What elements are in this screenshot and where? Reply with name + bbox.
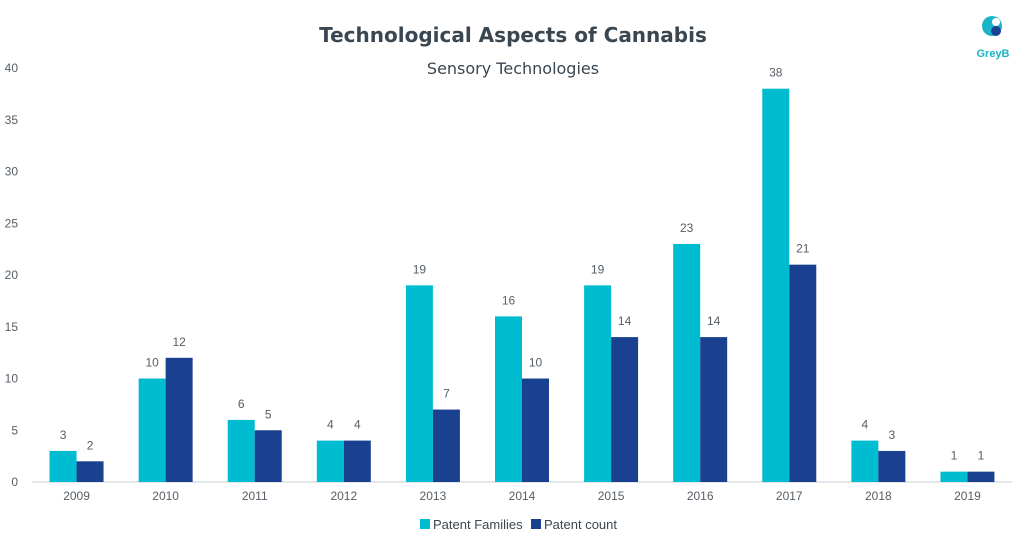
bar-patent-families[interactable] <box>940 471 968 482</box>
x-tick-label: 2019 <box>954 489 981 503</box>
bar-patent-families[interactable] <box>495 316 522 482</box>
data-label: 14 <box>707 314 721 328</box>
data-label: 19 <box>591 262 605 276</box>
logo-mark-accent-icon <box>991 26 1001 36</box>
bar-patent-count[interactable] <box>76 461 104 482</box>
x-tick-label: 2017 <box>776 489 803 503</box>
y-tick-label: 20 <box>5 268 19 282</box>
x-tick-label: 2010 <box>152 489 179 503</box>
legend-label: Patent count <box>544 517 617 532</box>
bar-patent-families[interactable] <box>49 450 77 482</box>
bar-patent-count[interactable] <box>343 440 371 482</box>
x-tick-label: 2016 <box>687 489 714 503</box>
y-axis: 0 5 10 15 20 25 30 35 40 <box>5 61 19 489</box>
bar-patent-count[interactable] <box>522 378 549 483</box>
bar-patent-families[interactable] <box>762 88 790 482</box>
x-tick-label: 2009 <box>63 489 90 503</box>
bar-patent-count[interactable] <box>254 430 282 482</box>
data-label: 4 <box>327 418 334 432</box>
data-label: 3 <box>60 428 67 442</box>
data-label: 5 <box>265 407 272 421</box>
data-label: 2 <box>87 438 94 452</box>
bar-patent-families[interactable] <box>138 378 166 483</box>
data-label: 4 <box>862 418 869 432</box>
x-tick-label: 2013 <box>420 489 447 503</box>
data-label: 38 <box>769 66 783 80</box>
bar-patent-families[interactable] <box>851 440 879 482</box>
y-tick-label: 5 <box>11 423 18 437</box>
x-tick-label: 2012 <box>330 489 357 503</box>
data-label: 1 <box>951 449 958 463</box>
x-tick-label: 2014 <box>509 489 536 503</box>
data-label: 12 <box>172 335 186 349</box>
bar-patent-families[interactable] <box>316 440 344 482</box>
x-tick-label: 2018 <box>865 489 892 503</box>
chart-subtitle: Sensory Technologies <box>427 59 599 78</box>
legend: Patent Families Patent count <box>420 517 617 532</box>
bar-patent-families[interactable] <box>227 419 255 482</box>
data-label: 16 <box>502 293 516 307</box>
data-label: 10 <box>145 356 159 370</box>
data-label: 6 <box>238 397 245 411</box>
chart-title: Technological Aspects of Cannabis <box>319 23 707 47</box>
x-tick-label: 2011 <box>242 489 268 503</box>
data-label: 4 <box>354 418 361 432</box>
bar-patent-count[interactable] <box>432 409 460 482</box>
bar-patent-count[interactable] <box>967 471 995 482</box>
bar-patent-families[interactable] <box>405 285 433 482</box>
y-tick-label: 40 <box>5 61 19 75</box>
legend-swatch <box>531 519 541 529</box>
data-label: 23 <box>680 221 694 235</box>
data-label: 1 <box>978 449 985 463</box>
bar-patent-families[interactable] <box>584 285 612 482</box>
x-axis: 2009 2010 2011 2012 2013 2014 2015 2016 2017 2018… <box>32 481 1012 503</box>
y-tick-label: 35 <box>5 113 19 127</box>
y-tick-label: 15 <box>5 320 19 334</box>
data-label: 7 <box>443 387 450 401</box>
legend-label: Patent Families <box>433 517 523 532</box>
bar-patent-count[interactable] <box>789 264 817 482</box>
data-label: 3 <box>889 428 896 442</box>
x-tick-label: 2015 <box>598 489 625 503</box>
data-label: 10 <box>529 356 543 370</box>
y-tick-label: 30 <box>5 165 19 179</box>
legend-swatch <box>420 519 430 529</box>
bar-patent-families[interactable] <box>673 243 701 482</box>
y-tick-label: 25 <box>5 216 19 230</box>
bar-patent-count[interactable] <box>165 357 193 482</box>
data-label: 14 <box>618 314 632 328</box>
logo-text: GreyB <box>976 48 1009 60</box>
bar-patent-count[interactable] <box>611 337 639 482</box>
greyb-logo: GreyB <box>976 16 1010 60</box>
bar-patent-count[interactable] <box>700 337 728 482</box>
bars <box>49 88 995 483</box>
data-label: 21 <box>796 242 810 256</box>
data-label: 19 <box>413 262 427 276</box>
bar-patent-count[interactable] <box>878 450 906 482</box>
y-tick-label: 10 <box>5 372 19 386</box>
y-tick-label: 0 <box>11 475 18 489</box>
logo-mark-dot-icon <box>992 18 1000 26</box>
data-labels: 3 2 10 12 6 5 4 4 19 7 16 10 19 14 23 14 38 21 4 3 1 1 <box>60 66 985 463</box>
